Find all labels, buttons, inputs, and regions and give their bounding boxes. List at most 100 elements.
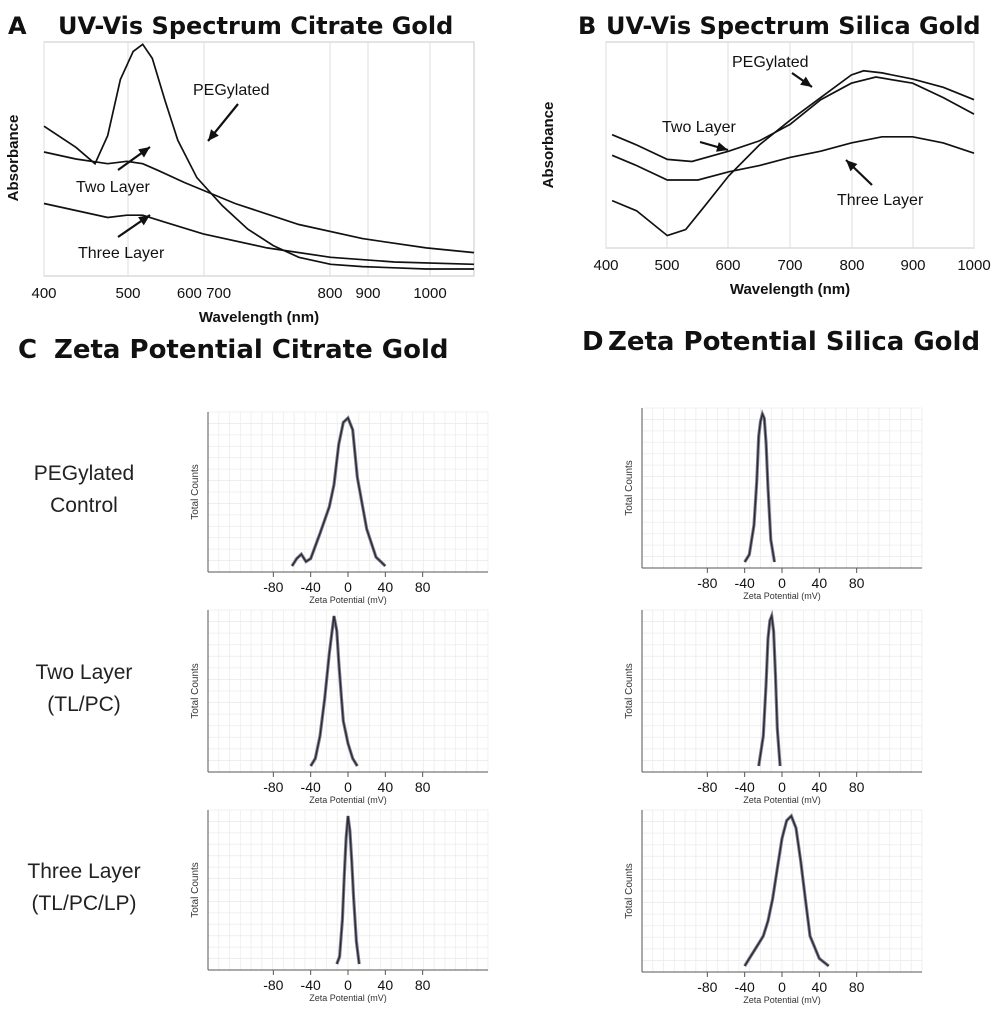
panel-c-row-2-x-tick-label: 0 xyxy=(344,779,352,795)
panel-a-x-tick-label: 400 xyxy=(31,285,56,302)
panel-c-row-3-y-axis-label: Total Counts xyxy=(190,862,201,918)
panel-b-x-tick-label: 400 xyxy=(593,257,618,274)
panel-c-row-2-x-axis-label: Zeta Potential (mV) xyxy=(309,795,387,805)
panel-c-row-1-x-axis-label: Zeta Potential (mV) xyxy=(309,595,387,605)
panel-d-row-1-peak-line xyxy=(744,411,776,563)
panel-b-x-tick-label: 1000 xyxy=(957,257,990,274)
panel-d-row-3-x-tick-label: -40 xyxy=(735,979,755,995)
panel-d-row-3-x-axis-label: Zeta Potential (mV) xyxy=(743,995,821,1005)
panel-b-annotation-arrow-head xyxy=(800,76,812,87)
panel-d-row-2-x-tick-label: -80 xyxy=(697,779,717,795)
panel-c-title: Zeta Potential Citrate Gold xyxy=(54,335,448,365)
panel-c-row-2-y-axis-label: Total Counts xyxy=(190,663,201,719)
panel-c-row-2-label-line-2: (TL/PC) xyxy=(47,693,121,716)
panel-a-x-tick-label: 600 700 xyxy=(177,285,231,302)
panel-d-row-3-x-tick-label: 80 xyxy=(849,979,865,995)
panel-c-row-3-x-tick-label: 80 xyxy=(415,977,431,993)
panel-c-row-3-x-tick-label: -80 xyxy=(263,977,283,993)
panel-c-row-3-label-line-1: Three Layer xyxy=(27,860,140,883)
panel-a-x-axis-label: Wavelength (nm) xyxy=(199,309,319,326)
panel-b-x-tick-label: 600 xyxy=(715,257,740,274)
panel-c-row-2-label-line-1: Two Layer xyxy=(36,661,133,684)
panel-b-y-axis-label: Absorbance xyxy=(540,102,557,189)
panel-letter-d: D xyxy=(582,327,604,357)
panel-c-row-2-x-tick-label: -80 xyxy=(263,779,283,795)
panel-a-annotation-two-layer: Two Layer xyxy=(76,179,150,196)
panel-d-row-1-x-tick-label: -40 xyxy=(735,575,755,591)
panel-a-plot-frame xyxy=(43,41,475,277)
panel-b-x-tick-label: 800 xyxy=(839,257,864,274)
panel-d-title: Zeta Potential Silica Gold xyxy=(608,327,980,357)
panel-b-annotation-arrow-head xyxy=(716,142,728,152)
panel-c-row-1-y-axis-label: Total Counts xyxy=(190,464,201,520)
panel-c-row-1-peak-line xyxy=(291,416,386,567)
panel-a-series-three-layer xyxy=(43,202,475,266)
panel-c-row-3-label-line-2: (TL/PC/LP) xyxy=(31,892,136,915)
panel-letter-b: B xyxy=(578,12,596,40)
panel-d-row-3-x-tick-label: 40 xyxy=(812,979,828,995)
panel-d-row-1-y-axis-label: Total Counts xyxy=(624,460,635,516)
panel-d-row-3-y-axis-label: Total Counts xyxy=(624,863,635,919)
panel-c-row-3-x-tick-label: 0 xyxy=(344,977,352,993)
panel-c-row-3-x-axis-label: Zeta Potential (mV) xyxy=(309,993,387,1003)
panel-a-title: UV-Vis Spectrum Citrate Gold xyxy=(58,12,453,40)
panel-c-row-1-label-line-2: Control xyxy=(50,494,118,517)
panel-b-x-tick-label: 700 xyxy=(777,257,802,274)
panel-c-row-1-x-tick-label: 0 xyxy=(344,579,352,595)
panel-a-annotation-arrow-head xyxy=(208,129,219,141)
panel-letter-c: C xyxy=(18,335,37,365)
panel-c-row-1-x-tick-label: -40 xyxy=(301,579,321,595)
panel-b-x-tick-label: 500 xyxy=(654,257,679,274)
panel-d-row-1-x-tick-label: 80 xyxy=(849,575,865,591)
panel-b-x-tick-label: 900 xyxy=(900,257,925,274)
panel-d-row-2-x-tick-label: 40 xyxy=(812,779,828,795)
panel-b-annotation-three-layer: Three Layer xyxy=(837,192,924,209)
panel-c-row-1-x-tick-label: -80 xyxy=(263,579,283,595)
panel-a-y-axis-label: Absorbance xyxy=(5,115,22,202)
panel-d-row-2-x-tick-label: 80 xyxy=(849,779,865,795)
panel-c-row-3-x-tick-label: -40 xyxy=(301,977,321,993)
panel-d-row-1-x-tick-label: -80 xyxy=(697,575,717,591)
panel-c-row-3-peak-line xyxy=(336,815,360,965)
panel-a-annotation-pegylated: PEGylated xyxy=(193,82,269,99)
panel-a-series-pegylated xyxy=(43,43,474,270)
panel-b-series-pegylated xyxy=(611,69,975,237)
panel-a-x-tick-label: 1000 xyxy=(413,285,446,302)
panel-c-row-1-label-line-1: PEGylated xyxy=(34,462,134,485)
panel-b-title: UV-Vis Spectrum Silica Gold xyxy=(606,12,981,40)
panel-a-series-two-layer xyxy=(43,151,475,254)
panel-c-row-2-x-tick-label: 40 xyxy=(378,779,394,795)
panel-d-row-2-peak-line xyxy=(758,613,781,767)
panel-b-annotation-two-layer: Two Layer xyxy=(662,119,736,136)
panel-d-row-1-x-tick-label: 0 xyxy=(778,575,786,591)
panel-c-row-2-x-tick-label: 80 xyxy=(415,779,431,795)
panel-letter-a: A xyxy=(8,12,27,40)
panel-a-x-tick-label: 500 xyxy=(115,285,140,302)
panel-c-row-1-x-tick-label: 80 xyxy=(415,579,431,595)
panel-a-x-tick-label: 900 xyxy=(355,285,380,302)
panel-d-row-3-x-tick-label: 0 xyxy=(778,979,786,995)
panel-a-annotation-arrow-head xyxy=(138,147,150,158)
panel-d-row-1-x-tick-label: 40 xyxy=(812,575,828,591)
panel-b-series-two-layer xyxy=(611,76,975,163)
panel-b-annotation-arrow-head xyxy=(846,160,858,172)
panel-a-annotation-arrow-head xyxy=(138,215,150,226)
panel-d-row-2-x-tick-label: -40 xyxy=(735,779,755,795)
panel-b-x-axis-label: Wavelength (nm) xyxy=(730,281,850,298)
panel-c-row-1-x-tick-label: 40 xyxy=(378,579,394,595)
panel-d-row-3-x-tick-label: -80 xyxy=(697,979,717,995)
panel-b-annotation-pegylated: PEGylated xyxy=(732,54,808,71)
panel-d-row-2-x-tick-label: 0 xyxy=(778,779,786,795)
panel-a-annotation-three-layer: Three Layer xyxy=(78,245,165,262)
panel-d-row-3-peak-line xyxy=(744,814,830,967)
panel-c-row-3-x-tick-label: 40 xyxy=(378,977,394,993)
panel-c-row-2-peak-line xyxy=(310,615,358,767)
panel-d-row-2-x-axis-label: Zeta Potential (mV) xyxy=(743,795,821,805)
panel-d-row-1-x-axis-label: Zeta Potential (mV) xyxy=(743,591,821,601)
panel-a-x-tick-label: 800 xyxy=(317,285,342,302)
panel-c-row-2-x-tick-label: -40 xyxy=(301,779,321,795)
panel-b-series-three-layer xyxy=(611,135,975,181)
panel-d-row-2-y-axis-label: Total Counts xyxy=(624,663,635,719)
